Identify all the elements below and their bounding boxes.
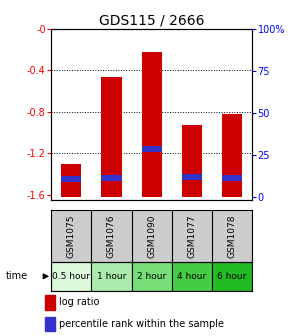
Bar xyxy=(45,317,55,331)
Bar xyxy=(182,174,202,180)
Bar xyxy=(222,175,242,181)
Text: 1 hour: 1 hour xyxy=(97,272,126,281)
Text: 0.5 hour: 0.5 hour xyxy=(52,272,90,281)
Bar xyxy=(51,262,91,291)
Title: GDS115 / 2666: GDS115 / 2666 xyxy=(99,13,205,28)
Text: GSM1076: GSM1076 xyxy=(107,214,116,258)
Text: 6 hour: 6 hour xyxy=(217,272,247,281)
Bar xyxy=(91,262,132,291)
Bar xyxy=(45,295,55,310)
Bar xyxy=(142,146,162,152)
Bar xyxy=(61,164,81,197)
Bar xyxy=(172,262,212,291)
Bar xyxy=(61,176,81,182)
Bar xyxy=(222,114,242,197)
Text: log ratio: log ratio xyxy=(59,297,99,307)
Text: 2 hour: 2 hour xyxy=(137,272,166,281)
Bar xyxy=(132,262,172,291)
Bar xyxy=(212,262,252,291)
Text: 4 hour: 4 hour xyxy=(177,272,206,281)
Text: percentile rank within the sample: percentile rank within the sample xyxy=(59,319,224,329)
Bar xyxy=(142,52,162,197)
Text: GSM1075: GSM1075 xyxy=(67,214,76,258)
Bar xyxy=(101,175,122,181)
Text: GSM1077: GSM1077 xyxy=(187,214,196,258)
Text: time: time xyxy=(6,271,28,281)
Text: GSM1078: GSM1078 xyxy=(227,214,236,258)
Bar xyxy=(101,77,122,197)
Text: GSM1090: GSM1090 xyxy=(147,214,156,258)
Bar xyxy=(182,125,202,197)
